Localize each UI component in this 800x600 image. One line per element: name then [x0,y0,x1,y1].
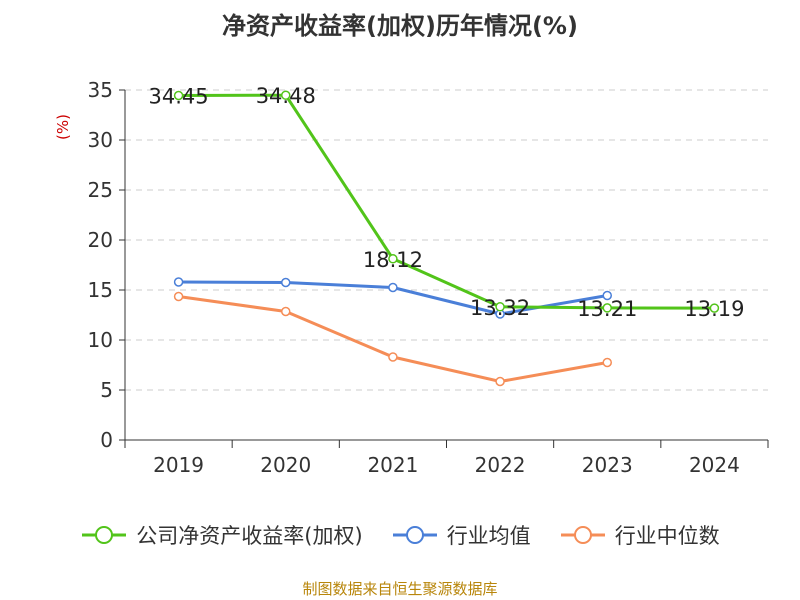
data-point [495,376,505,387]
y-tick-label: 35 [88,78,113,102]
x-tick-label: 2023 [582,453,633,477]
legend-item: 公司净资产收益率(加权) [80,520,363,550]
data-point [388,282,398,293]
y-tick-label: 25 [88,178,113,202]
data-labels: 34.45 34.48 18.12 13.32 13.21 13.19 [149,84,745,321]
legend-item: 行业中位数 [559,520,720,550]
data-label: 13.19 [684,297,744,321]
data-label: 18.12 [363,248,423,272]
series-line [178,295,608,383]
legend-label: 公司净资产收益率(加权) [136,524,363,548]
series-lines [173,90,720,387]
data-label: 34.48 [256,84,316,108]
y-tick-label: 20 [88,228,113,252]
data-point [281,306,291,317]
x-tick-label: 2021 [367,453,418,477]
data-point [709,303,720,313]
grid-lines [125,89,768,391]
data-point [281,277,291,288]
legend: 公司净资产收益率(加权) 行业均值 行业中位数 [0,520,800,550]
axes: 0 5 10 15 20 25 30 35 2019 2020 2021 2022 2023 2024 (%… [54,78,769,477]
x-tick-label: 2024 [689,453,740,477]
x-tick-label: 2022 [475,453,526,477]
data-point [388,254,398,264]
legend-label: 行业均值 [446,524,531,548]
legend-item: 行业均值 [391,520,531,550]
data-point [173,90,184,101]
legend-swatch [82,526,127,544]
data-point [602,303,612,313]
x-tick-label: 2020 [260,453,311,477]
series-line [178,93,715,310]
source-note: 制图数据来自恒生聚源数据库 [302,580,498,598]
data-point [173,277,184,287]
data-point [281,90,291,100]
x-tick-label: 2019 [153,453,204,477]
data-point [173,291,184,302]
y-tick-label: 30 [88,128,113,152]
y-tick-label: 10 [88,328,113,352]
y-tick-label: 0 [100,428,113,452]
legend-swatch [392,526,437,544]
y-axis-label: (%) [54,114,72,140]
legend-swatch [560,526,605,544]
data-label: 34.45 [149,85,209,109]
legend-label: 行业中位数 [614,524,720,548]
data-label: 13.21 [577,297,637,321]
y-tick-label: 15 [88,278,113,302]
y-tick-label: 5 [100,378,113,402]
data-point [602,290,612,301]
data-point [495,302,505,312]
chart-title: 净资产收益率(加权)历年情况(%) [222,12,578,40]
data-point [388,352,398,362]
data-point [602,357,612,368]
data-label: 13.32 [470,296,530,320]
